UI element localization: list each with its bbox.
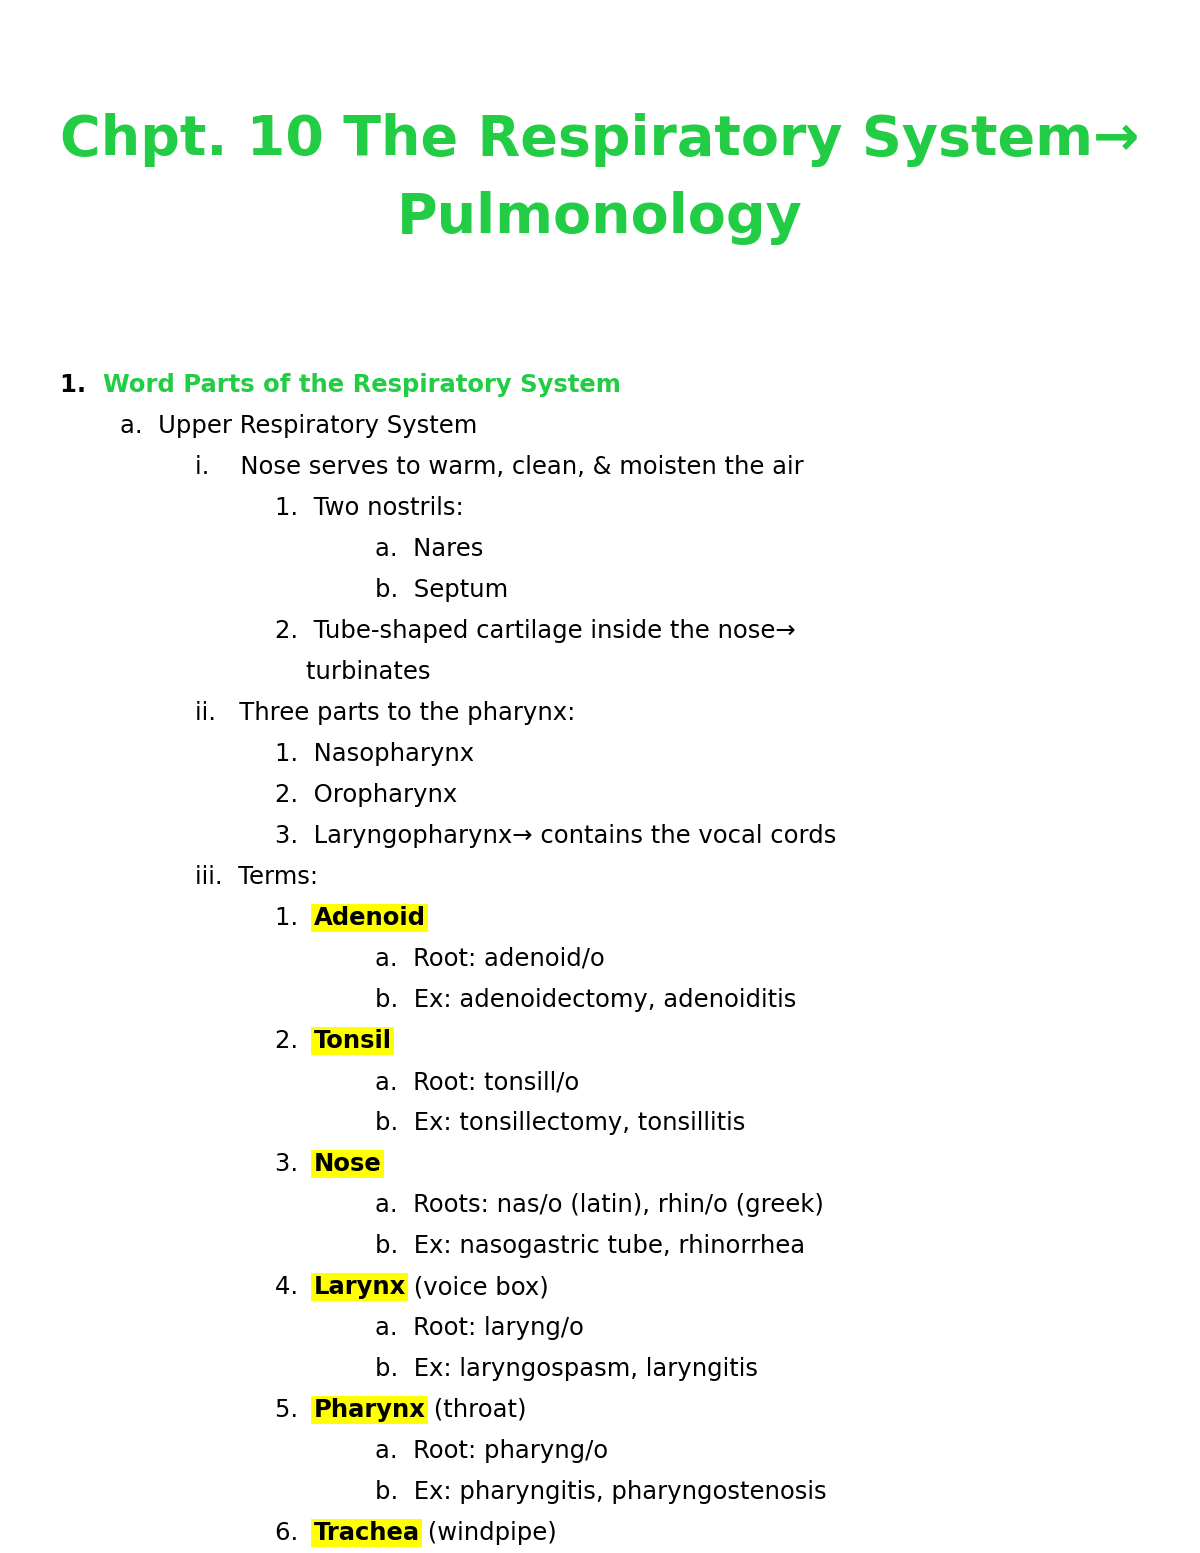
Text: 2.  Oropharynx: 2. Oropharynx bbox=[275, 783, 457, 808]
Text: a.  Nares: a. Nares bbox=[374, 537, 484, 561]
Text: 3.  Laryngopharynx→ contains the vocal cords: 3. Laryngopharynx→ contains the vocal co… bbox=[275, 825, 836, 848]
Text: b.  Ex: pharyngitis, pharyngostenosis: b. Ex: pharyngitis, pharyngostenosis bbox=[374, 1480, 827, 1503]
Text: 1.: 1. bbox=[275, 905, 313, 930]
Text: a.  Roots: nas/o (latin), rhin/o (greek): a. Roots: nas/o (latin), rhin/o (greek) bbox=[374, 1193, 824, 1218]
Text: 1.  Nasopharynx: 1. Nasopharynx bbox=[275, 742, 474, 766]
Text: a.  Root: laryng/o: a. Root: laryng/o bbox=[374, 1315, 584, 1340]
Text: a.  Root: pharyng/o: a. Root: pharyng/o bbox=[374, 1440, 608, 1463]
Text: b.  Ex: tonsillectomy, tonsillitis: b. Ex: tonsillectomy, tonsillitis bbox=[374, 1110, 745, 1135]
Text: i.    Nose serves to warm, clean, & moisten the air: i. Nose serves to warm, clean, & moisten… bbox=[194, 455, 804, 478]
Text: 6.: 6. bbox=[275, 1520, 313, 1545]
Text: ii.   Three parts to the pharynx:: ii. Three parts to the pharynx: bbox=[194, 700, 575, 725]
Text: 2.  Tube-shaped cartilage inside the nose→: 2. Tube-shaped cartilage inside the nose… bbox=[275, 620, 796, 643]
Text: Trachea: Trachea bbox=[313, 1520, 420, 1545]
Text: b.  Septum: b. Septum bbox=[374, 578, 508, 603]
Text: Nose: Nose bbox=[313, 1152, 382, 1176]
Text: a.  Root: tonsill/o: a. Root: tonsill/o bbox=[374, 1070, 580, 1093]
Text: 1.: 1. bbox=[60, 373, 103, 398]
Text: b.  Ex: laryngospasm, laryngitis: b. Ex: laryngospasm, laryngitis bbox=[374, 1357, 758, 1381]
Text: 5.: 5. bbox=[275, 1398, 313, 1423]
Text: 3.: 3. bbox=[275, 1152, 313, 1176]
Text: (voice box): (voice box) bbox=[406, 1275, 548, 1298]
Text: Chpt. 10 The Respiratory System→: Chpt. 10 The Respiratory System→ bbox=[60, 113, 1140, 168]
Text: Larynx: Larynx bbox=[313, 1275, 406, 1298]
Text: Pharynx: Pharynx bbox=[313, 1398, 426, 1423]
Text: 2.: 2. bbox=[275, 1030, 313, 1053]
Text: Tonsil: Tonsil bbox=[313, 1030, 391, 1053]
Text: a.  Upper Respiratory System: a. Upper Respiratory System bbox=[120, 415, 478, 438]
Text: iii.  Terms:: iii. Terms: bbox=[194, 865, 318, 888]
Text: Word Parts of the Respiratory System: Word Parts of the Respiratory System bbox=[103, 373, 622, 398]
Text: b.  Ex: nasogastric tube, rhinorrhea: b. Ex: nasogastric tube, rhinorrhea bbox=[374, 1235, 805, 1258]
Text: Adenoid: Adenoid bbox=[313, 905, 426, 930]
Text: a.  Root: adenoid/o: a. Root: adenoid/o bbox=[374, 947, 605, 971]
Text: Pulmonology: Pulmonology bbox=[397, 191, 803, 245]
Text: turbinates: turbinates bbox=[275, 660, 431, 683]
Text: 1.  Two nostrils:: 1. Two nostrils: bbox=[275, 495, 463, 520]
Text: b.  Ex: adenoidectomy, adenoiditis: b. Ex: adenoidectomy, adenoiditis bbox=[374, 988, 797, 1013]
Text: (throat): (throat) bbox=[426, 1398, 526, 1423]
Text: 4.: 4. bbox=[275, 1275, 313, 1298]
Text: (windpipe): (windpipe) bbox=[420, 1520, 557, 1545]
